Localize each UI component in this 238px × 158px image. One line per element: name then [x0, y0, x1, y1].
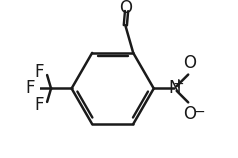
- Text: O: O: [120, 0, 133, 17]
- Text: N: N: [168, 79, 181, 97]
- Text: O: O: [183, 54, 197, 72]
- Text: F: F: [35, 96, 44, 114]
- Text: F: F: [25, 79, 35, 97]
- Text: +: +: [173, 77, 184, 91]
- Text: −: −: [193, 105, 205, 119]
- Text: O: O: [183, 105, 197, 123]
- Text: F: F: [35, 63, 44, 81]
